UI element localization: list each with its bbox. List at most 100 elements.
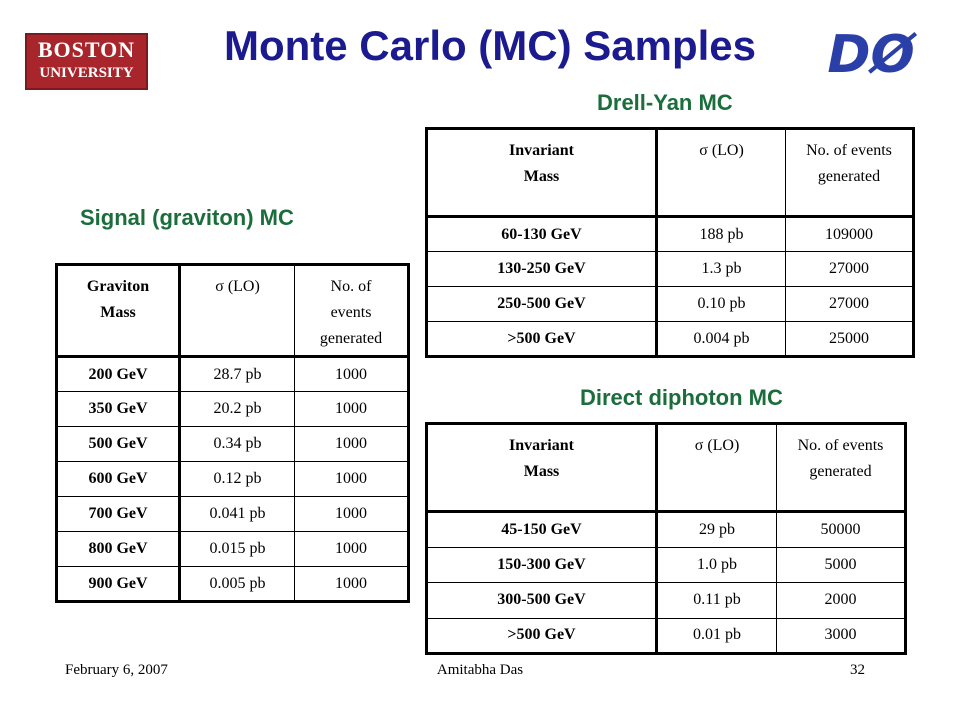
table-cell: 5000 [776, 546, 906, 583]
data-table: Graviton Mass σ (LO) No. of events generated 2… [55, 263, 410, 603]
table-cell: 350 GeV [56, 391, 181, 427]
logo-text: BOSTON [37, 37, 136, 62]
footer-author: Amitabha Das [436, 662, 524, 678]
table-row: 500 GeV 0.34 pb 1000 [56, 426, 409, 462]
header-text: σ (LO) [694, 437, 740, 454]
slide-title: Monte Carlo (MC) Samples [223, 22, 757, 69]
table-cell: 300-500 GeV [426, 582, 658, 619]
table-row: 700 GeV 0.041 pb 1000 [56, 496, 409, 532]
table-row: >500 GeV 0.004 pb 25000 [426, 321, 914, 357]
header-text: Mass [523, 168, 560, 185]
table-cell: 29 pb [656, 511, 777, 548]
table-cell: 130-250 GeV [426, 251, 658, 287]
logo-text: UNIVERSITY [39, 65, 134, 81]
table-cell: 1.3 pb [656, 251, 786, 287]
table-cell: 500 GeV [56, 426, 181, 462]
table-title: Direct diphoton MC [580, 385, 783, 410]
table-cell: 45-150 GeV [426, 511, 658, 548]
footer-date: February 6, 2007 [65, 662, 168, 678]
table-row: 45-150 GeV 29 pb 50000 [426, 511, 906, 548]
table-cell: 150-300 GeV [426, 546, 658, 583]
header-cell: Invariant Mass [426, 128, 658, 218]
header-text: Mass [100, 304, 136, 321]
table-cell: 0.11 pb [656, 582, 777, 619]
table-cell: 900 GeV [56, 566, 181, 602]
table-row: 600 GeV 0.12 pb 1000 [56, 461, 409, 497]
header-cell: σ (LO) [656, 423, 777, 513]
table-cell: 1.0 pb [656, 546, 777, 583]
header-cell: σ (LO) [179, 264, 295, 358]
table-row: 200 GeV 28.7 pb 1000 [56, 356, 409, 392]
header-cell: σ (LO) [656, 128, 786, 218]
table-cell: 1000 [294, 461, 409, 497]
table-cell: 20.2 pb [179, 391, 295, 427]
table-cell: 109000 [785, 216, 914, 252]
table-row: 130-250 GeV 1.3 pb 27000 [426, 251, 914, 287]
header-row: Graviton Mass σ (LO) No. of events generated [56, 264, 409, 358]
header-text: No. of events [806, 142, 892, 159]
footer-page: 32 [850, 662, 865, 678]
header-row: Invariant Mass σ (LO) No. of events generate… [426, 128, 914, 218]
table-cell: 250-500 GeV [426, 286, 658, 322]
table-cell: 0.005 pb [179, 566, 295, 602]
table-cell: 188 pb [656, 216, 786, 252]
table-row: 60-130 GeV 188 pb 109000 [426, 216, 914, 252]
table-cell: 60-130 GeV [426, 216, 658, 252]
header-text: generated [817, 168, 881, 185]
header-text: Invariant [509, 437, 574, 454]
table-cell: >500 GeV [426, 617, 658, 654]
data-table: Invariant Mass σ (LO) No. of events generate… [425, 422, 907, 655]
header-text: σ (LO) [215, 278, 260, 295]
table-title: Signal (graviton) MC [80, 205, 294, 230]
header-text: events [330, 304, 372, 321]
table-cell: 600 GeV [56, 461, 181, 497]
header-text: σ (LO) [699, 142, 744, 159]
table-cell: 0.34 pb [179, 426, 295, 462]
table-cell: 25000 [785, 321, 914, 357]
header-cell: No. of events generated [785, 128, 914, 218]
university-logo: BOSTON UNIVERSITY [25, 33, 148, 90]
table-cell: 1000 [294, 391, 409, 427]
table-cell: 0.10 pb [656, 286, 786, 322]
header-cell: No. of events generated [776, 423, 906, 513]
header-text: Mass [523, 463, 560, 480]
table-row: 250-500 GeV 0.10 pb 27000 [426, 286, 914, 322]
table-cell: 0.01 pb [656, 617, 777, 654]
header-text: No. of events [797, 437, 884, 454]
table-cell: 27000 [785, 251, 914, 287]
header-text: generated [809, 463, 872, 480]
table-cell: 2000 [776, 582, 906, 619]
table-cell: 1000 [294, 566, 409, 602]
table-cell: 1000 [294, 531, 409, 567]
table-row: 350 GeV 20.2 pb 1000 [56, 391, 409, 427]
table-row: 150-300 GeV 1.0 pb 5000 [426, 546, 906, 583]
header-cell: Invariant Mass [426, 423, 658, 513]
table-cell: 0.12 pb [179, 461, 295, 497]
table-cell: 0.041 pb [179, 496, 295, 532]
table-cell: 200 GeV [56, 356, 181, 392]
table-cell: 1000 [294, 426, 409, 462]
table-cell: 50000 [776, 511, 906, 548]
table-cell: 27000 [785, 286, 914, 322]
header-cell: Graviton Mass [56, 264, 181, 358]
data-table: Invariant Mass σ (LO) No. of events generate… [425, 127, 915, 358]
table-cell: 0.015 pb [179, 531, 295, 567]
table-cell: 1000 [294, 356, 409, 392]
header-cell: No. of events generated [294, 264, 409, 358]
table-cell: 3000 [776, 617, 906, 654]
table-cell: >500 GeV [426, 321, 658, 357]
header-text: Invariant [509, 142, 574, 159]
table-row: >500 GeV 0.01 pb 3000 [426, 617, 906, 654]
table-cell: 28.7 pb [179, 356, 295, 392]
table-row: 300-500 GeV 0.11 pb 2000 [426, 582, 906, 619]
table-row: 800 GeV 0.015 pb 1000 [56, 531, 409, 567]
table-cell: 700 GeV [56, 496, 181, 532]
header-text: No. of [330, 278, 372, 295]
header-text: generated [319, 330, 383, 347]
experiment-logo: DØ [827, 25, 915, 85]
header-row: Invariant Mass σ (LO) No. of events generate… [426, 423, 906, 513]
table-cell: 0.004 pb [656, 321, 786, 357]
table-cell: 1000 [294, 496, 409, 532]
header-text: Graviton [86, 278, 150, 295]
